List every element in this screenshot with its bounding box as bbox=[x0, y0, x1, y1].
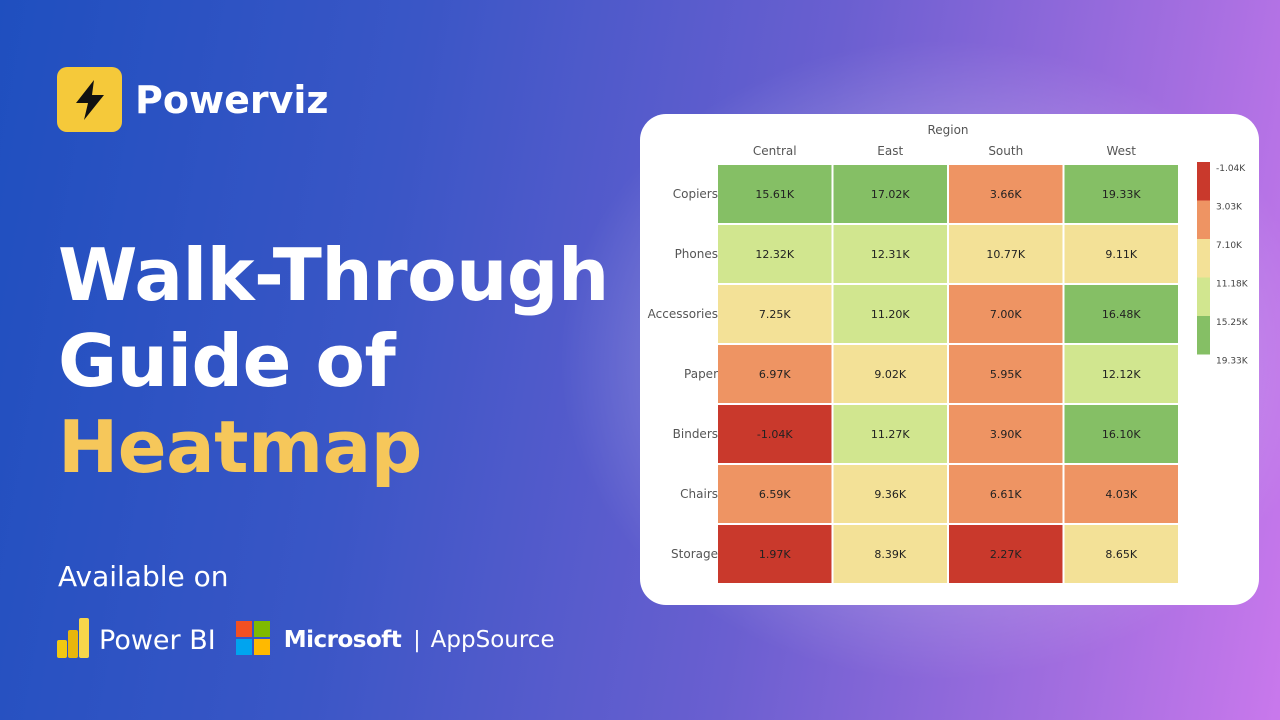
heatmap-cell bbox=[1064, 465, 1178, 523]
heatmap-cell bbox=[1064, 285, 1178, 343]
cell-value-label: 6.97K bbox=[759, 368, 791, 381]
heatmap-cell bbox=[833, 405, 947, 463]
heatmap-cell bbox=[833, 345, 947, 403]
legend-tick-label: 11.18K bbox=[1216, 280, 1249, 290]
cell-value-label: 16.48K bbox=[1102, 308, 1141, 321]
column-label-central: Central bbox=[753, 144, 797, 158]
cell-value-label: 19.33K bbox=[1102, 188, 1141, 201]
cell-value-label: 12.32K bbox=[755, 248, 794, 261]
column-label-east: East bbox=[877, 144, 903, 158]
cell-value-label: 3.90K bbox=[990, 428, 1022, 441]
cell-value-label: 6.59K bbox=[759, 488, 791, 501]
heatmap-cell bbox=[718, 465, 832, 523]
row-label-paper: Paper bbox=[684, 367, 718, 381]
heatmap-cell bbox=[718, 345, 832, 403]
legend-tick-label: -1.04K bbox=[1216, 164, 1246, 174]
microsoft-label: Microsoft bbox=[283, 627, 402, 653]
cell-value-label: 12.31K bbox=[871, 248, 910, 261]
legend-tick-label: 3.03K bbox=[1216, 203, 1243, 213]
heatmap-cell bbox=[1064, 525, 1178, 583]
headline-line-3: Heatmap bbox=[58, 405, 422, 489]
heatmap-cell bbox=[833, 525, 947, 583]
legend-tick-label: 7.10K bbox=[1216, 241, 1243, 251]
cell-value-label: 16.10K bbox=[1102, 428, 1141, 441]
row-label-binders: Binders bbox=[673, 427, 718, 441]
powerbi-icon bbox=[57, 618, 89, 662]
legend-swatch bbox=[1197, 162, 1210, 201]
cell-value-label: 17.02K bbox=[871, 188, 910, 201]
cell-value-label: 12.12K bbox=[1102, 368, 1141, 381]
row-label-storage: Storage bbox=[671, 547, 718, 561]
heatmap-cell bbox=[949, 285, 1063, 343]
heatmap-cell bbox=[833, 225, 947, 283]
cell-value-label: -1.04K bbox=[757, 428, 793, 441]
heatmap-cell bbox=[833, 285, 947, 343]
cell-value-label: 8.65K bbox=[1105, 548, 1137, 561]
heatmap-cell bbox=[833, 165, 947, 223]
legend-tick-label: 15.25K bbox=[1216, 318, 1249, 328]
heatmap-card: Region Central East South West Copiers 15.61K 1… bbox=[640, 114, 1259, 605]
microsoft-icon bbox=[235, 621, 270, 659]
headline-line-1: Walk-Through bbox=[58, 233, 609, 317]
brand-name: Powerviz bbox=[135, 77, 329, 122]
cell-value-label: 9.11K bbox=[1105, 248, 1137, 261]
cell-value-label: 8.39K bbox=[874, 548, 906, 561]
column-label-west: West bbox=[1106, 144, 1136, 158]
row-label-chairs: Chairs bbox=[680, 487, 718, 501]
platforms: Power BI Microsoft | AppSource bbox=[57, 618, 555, 662]
available-on-label: Available on bbox=[58, 560, 229, 593]
headline: Walk-Through Guide of Heatmap bbox=[58, 232, 609, 490]
brand: Powerviz bbox=[57, 67, 329, 132]
lightning-icon bbox=[57, 67, 122, 132]
cell-value-label: 5.95K bbox=[990, 368, 1022, 381]
heatmap-cell bbox=[949, 165, 1063, 223]
heatmap-cell bbox=[949, 345, 1063, 403]
heatmap-cell bbox=[949, 225, 1063, 283]
cell-value-label: 10.77K bbox=[986, 248, 1025, 261]
cell-value-label: 11.20K bbox=[871, 308, 910, 321]
row-label-accessories: Accessories bbox=[648, 307, 718, 321]
heatmap-cell bbox=[1064, 225, 1178, 283]
heatmap-cell bbox=[718, 285, 832, 343]
cell-value-label: 7.25K bbox=[759, 308, 791, 321]
heatmap-cell bbox=[718, 165, 832, 223]
heatmap-chart: Region Central East South West Copiers 15.61K 1… bbox=[648, 123, 1249, 583]
legend-tick-label: 19.33K bbox=[1216, 357, 1249, 367]
cell-value-label: 6.61K bbox=[990, 488, 1022, 501]
separator: | bbox=[413, 627, 421, 653]
heatmap-cell bbox=[718, 225, 832, 283]
legend-swatch bbox=[1197, 200, 1210, 239]
heatmap-cell bbox=[949, 465, 1063, 523]
heatmap-cell bbox=[949, 405, 1063, 463]
appsource-label: AppSource bbox=[430, 627, 555, 653]
heatmap-cell bbox=[1064, 405, 1178, 463]
heatmap-cell bbox=[718, 525, 832, 583]
cell-value-label: 4.03K bbox=[1105, 488, 1137, 501]
cell-value-label: 2.27K bbox=[990, 548, 1022, 561]
row-label-phones: Phones bbox=[675, 247, 718, 261]
x-axis-title: Region bbox=[927, 123, 968, 137]
legend-swatch bbox=[1197, 239, 1210, 278]
cell-value-label: 1.97K bbox=[759, 548, 791, 561]
legend-swatch bbox=[1197, 277, 1210, 316]
heatmap-cell bbox=[718, 405, 832, 463]
cell-value-label: 15.61K bbox=[755, 188, 794, 201]
heatmap-cell bbox=[833, 465, 947, 523]
row-label-copiers: Copiers bbox=[673, 187, 718, 201]
heatmap-cell bbox=[949, 525, 1063, 583]
heatmap-cell bbox=[1064, 345, 1178, 403]
headline-line-2: Guide of bbox=[58, 319, 396, 403]
powerbi-label: Power BI bbox=[99, 624, 216, 656]
cell-value-label: 11.27K bbox=[871, 428, 910, 441]
cell-value-label: 3.66K bbox=[990, 188, 1022, 201]
column-label-south: South bbox=[988, 144, 1023, 158]
cell-value-label: 7.00K bbox=[990, 308, 1022, 321]
heatmap-cell bbox=[1064, 165, 1178, 223]
legend-swatch bbox=[1197, 316, 1210, 355]
cell-value-label: 9.02K bbox=[874, 368, 906, 381]
cell-value-label: 9.36K bbox=[874, 488, 906, 501]
